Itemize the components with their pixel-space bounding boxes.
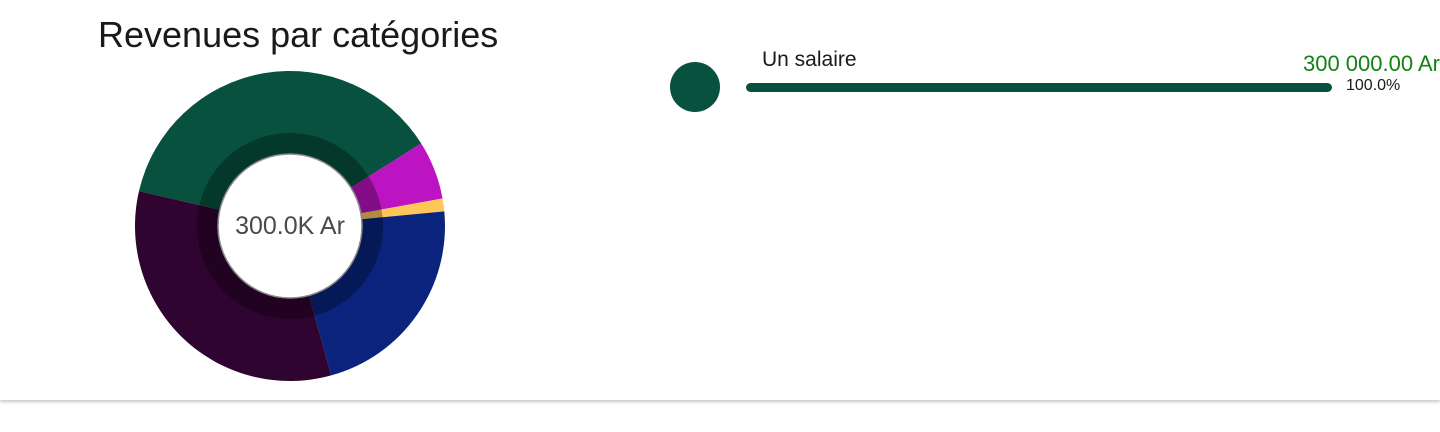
- legend-item-amount: 300 000.00 Ar: [1302, 51, 1440, 76]
- revenue-category-panel: Revenues par catégories 300.0K Ar Un sal…: [0, 0, 1440, 381]
- legend-item-label: Un salaire: [762, 48, 857, 71]
- chart-title: Revenues par catégories: [98, 14, 499, 55]
- donut-slices: [135, 71, 446, 381]
- donut-center-label: 300.0K Ar: [235, 212, 345, 240]
- legend-item-percent: 100.0%: [1346, 77, 1401, 94]
- legend-color-dot: [670, 62, 720, 112]
- legend-progress-fill: [746, 83, 1332, 92]
- donut-slice-4[interactable]: [135, 191, 332, 381]
- donut-chart: 300.0K Ar: [135, 71, 446, 381]
- donut-slice-0[interactable]: [138, 71, 422, 211]
- donut-center-hole: [217, 153, 363, 299]
- donut-slice-2[interactable]: [358, 198, 445, 220]
- donut-slice-3[interactable]: [308, 211, 446, 376]
- legend-progress-bar: [746, 83, 1332, 92]
- donut-slice-1[interactable]: [349, 143, 443, 214]
- category-legend: Un salaire 300 000.00 Ar 100.0%: [0, 0, 1440, 140]
